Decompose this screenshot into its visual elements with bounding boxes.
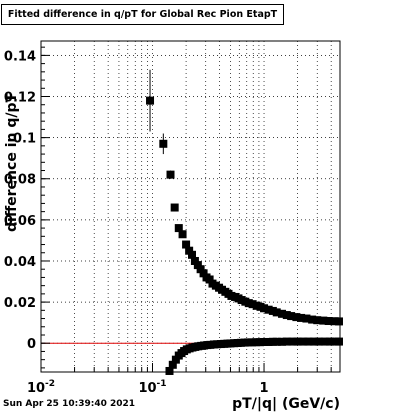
- data-point: [260, 304, 269, 313]
- y-tick-label: 0: [27, 337, 36, 352]
- data-point: [334, 337, 343, 346]
- data-point: [168, 360, 177, 369]
- data-point: [304, 337, 313, 346]
- data-point: [287, 312, 296, 321]
- data-point: [325, 337, 334, 346]
- data-point: [166, 170, 175, 179]
- data-point: [170, 203, 179, 212]
- data-point: [272, 337, 281, 346]
- data-point: [308, 315, 317, 324]
- data-series: [146, 69, 343, 375]
- data-point: [260, 337, 269, 346]
- data-point: [299, 337, 308, 346]
- data-point: [255, 338, 264, 347]
- x-tick-label: 10-2: [27, 379, 55, 396]
- tick-labels: 0 0.02 0.04 0.06 0.08 0.1 0.12 0.14 10-2 10-1 1: [4, 49, 269, 396]
- data-point: [293, 337, 302, 346]
- data-point: [282, 311, 291, 320]
- x-tick-label: 1: [260, 381, 269, 396]
- data-point: [165, 366, 174, 375]
- data-point: [272, 308, 281, 317]
- data-point: [190, 256, 199, 265]
- data-point: [320, 337, 329, 346]
- data-point: [264, 337, 273, 346]
- y-axis-label: difference in q/pT: [4, 92, 20, 232]
- y-tick-label: 0.12: [4, 91, 36, 106]
- y-tick-label: 0.04: [4, 255, 36, 270]
- data-point: [302, 314, 311, 323]
- y-tick-label: 0.06: [4, 214, 36, 229]
- data-point: [319, 316, 328, 325]
- data-point: [171, 355, 180, 364]
- data-point: [196, 265, 205, 274]
- axis-ticks: [40, 46, 332, 372]
- data-point: [146, 96, 155, 105]
- data-point: [314, 337, 323, 346]
- plot-frame: [40, 40, 341, 373]
- data-point: [330, 317, 339, 326]
- grid-lines: [41, 41, 340, 372]
- plot-title-box: Fitted difference in q/pT for Global Rec…: [1, 4, 284, 25]
- data-point: [188, 250, 197, 259]
- data-point: [313, 316, 322, 325]
- data-point: [193, 261, 202, 270]
- data-point: [292, 313, 301, 322]
- data-point: [248, 300, 257, 309]
- data-point: [182, 240, 191, 249]
- data-point: [174, 224, 183, 233]
- y-tick-label: 0.14: [4, 49, 36, 64]
- data-point: [178, 230, 187, 239]
- data-point: [247, 338, 256, 347]
- data-point: [324, 317, 333, 326]
- data-point: [334, 317, 343, 326]
- data-point: [159, 139, 168, 148]
- y-tick-label: 0.1: [13, 132, 36, 147]
- plot-title: Fitted difference in q/pT for Global Rec…: [7, 9, 278, 20]
- data-point: [309, 337, 318, 346]
- y-tick-label: 0.02: [4, 296, 36, 311]
- data-point: [282, 337, 291, 346]
- x-tick-label: 10-1: [138, 379, 166, 396]
- data-point: [278, 337, 287, 346]
- data-point: [199, 269, 208, 278]
- data-point: [297, 313, 306, 322]
- y-tick-label: 0.08: [4, 173, 36, 188]
- data-point: [264, 305, 273, 314]
- data-point: [278, 309, 287, 318]
- data-point: [205, 275, 214, 284]
- x-axis-label: pT/|q| (GeV/c): [232, 396, 340, 412]
- data-point: [185, 246, 194, 255]
- data-point: [288, 337, 297, 346]
- timestamp: Sun Apr 25 10:39:40 2021: [3, 399, 136, 409]
